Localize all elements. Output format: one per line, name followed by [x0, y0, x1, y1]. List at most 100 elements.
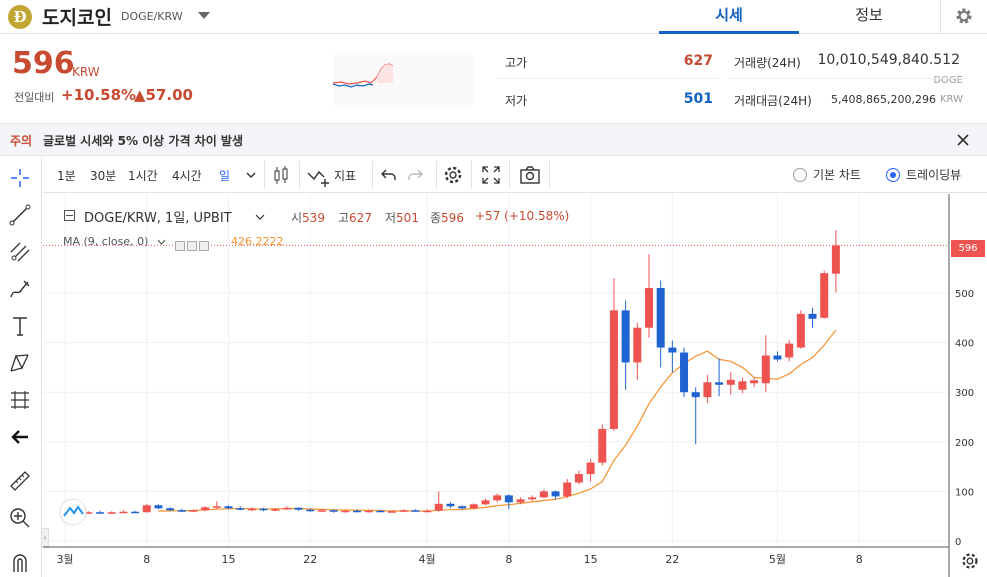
chart-settings-gear-icon[interactable]: [441, 163, 465, 187]
tab-quote[interactable]: 시세: [659, 0, 799, 34]
tab-info[interactable]: 정보: [855, 6, 883, 24]
legend-high-key: 고: [338, 211, 350, 225]
low-value: 501: [683, 91, 713, 107]
candle-body: [785, 343, 794, 358]
basic-chart-radio[interactable]: [793, 168, 807, 182]
timeframe-dropdown-chevron-icon[interactable]: [239, 163, 263, 187]
stat-divider: [728, 78, 968, 79]
timeframe-4h[interactable]: 4시간: [172, 169, 202, 183]
close-icon[interactable]: [953, 130, 973, 150]
candle-body: [831, 245, 840, 274]
candle-body: [247, 508, 256, 511]
header-bar: Đ 도지코인 DOGE/KRW 시세 정보: [0, 0, 987, 34]
candle-body: [493, 495, 502, 501]
notice-tag: 주의: [10, 134, 33, 148]
x-tick-label: 4월: [419, 553, 436, 566]
candle-body: [738, 381, 747, 390]
coin-pair: DOGE/KRW: [121, 10, 183, 23]
candle-body: [399, 510, 408, 512]
candle-body: [481, 500, 490, 505]
timeframe-30m[interactable]: 30분: [90, 169, 117, 183]
amount-value: 5,408,865,200,296: [831, 93, 936, 106]
timeframe-1h[interactable]: 1시간: [128, 169, 158, 183]
tool-ruler[interactable]: [5, 466, 35, 496]
camera-icon[interactable]: [518, 163, 542, 187]
ma-line: [158, 329, 837, 512]
candle-body: [469, 504, 478, 509]
legend-chevron-icon[interactable]: [255, 213, 265, 221]
candle-body: [796, 313, 805, 348]
y-tick-label: 100: [955, 487, 974, 498]
tool-measure[interactable]: [5, 385, 35, 415]
tool-crosshair[interactable]: [5, 163, 35, 193]
chart-toolbar: 1분 30분 1시간 4시간 일 지표 기본 차트 트레이딩뷰: [43, 157, 987, 193]
candle-body: [177, 510, 186, 512]
legend-change: +57 (+10.58%): [475, 209, 570, 223]
y-tick-label: 200: [955, 438, 974, 449]
drawing-toolbar: [0, 157, 42, 577]
candle-body: [423, 510, 432, 513]
ma-chevron-icon[interactable]: [157, 239, 166, 246]
y-tick-label: 400: [955, 339, 974, 350]
tool-brush[interactable]: [5, 274, 35, 304]
candle-body: [154, 505, 163, 509]
legend-close-key: 종: [430, 211, 442, 225]
change-label: 전일대비: [14, 91, 55, 104]
tradingview-radio[interactable]: [886, 168, 900, 182]
tradingview-label[interactable]: 트레이딩뷰: [906, 168, 962, 182]
basic-chart-label[interactable]: 기본 차트: [813, 168, 861, 182]
timeframe-1m[interactable]: 1분: [57, 169, 76, 183]
candle-body: [808, 313, 817, 319]
tool-magnet[interactable]: [5, 547, 35, 577]
timeframe-1d[interactable]: 일: [219, 169, 231, 183]
candle-type-icon[interactable]: [269, 163, 293, 187]
text-icon: [13, 317, 27, 336]
tool-back[interactable]: [5, 422, 35, 452]
high-value: 627: [683, 53, 713, 69]
legend-open-value: 539: [302, 211, 325, 225]
fullscreen-icon[interactable]: [479, 163, 503, 187]
candle-body: [84, 512, 93, 514]
volume-label: 거래량(24H): [734, 56, 801, 70]
crosshair-icon: [11, 169, 29, 187]
ma-indicator-label[interactable]: MA (9, close, 0): [63, 235, 149, 248]
price-panel: 596 KRW 전일대비 +10.58% ▲57.00 고가 627 저가 50…: [0, 35, 987, 123]
candle-body: [516, 499, 525, 503]
legend-collapse-icon[interactable]: [64, 210, 75, 221]
candle-body: [528, 497, 537, 500]
tool-fib[interactable]: [5, 237, 35, 267]
trend-line-icon: [9, 204, 31, 226]
candle-body: [598, 428, 607, 463]
current-price: 596: [12, 46, 75, 81]
tool-text[interactable]: [5, 311, 35, 341]
undo-icon[interactable]: [377, 163, 401, 187]
change-amount: ▲57.00: [134, 86, 193, 104]
toolbar-divider: [299, 161, 300, 189]
candle-body: [236, 508, 245, 510]
settings-button[interactable]: [940, 0, 987, 34]
candle-body: [434, 503, 443, 511]
candle-body: [609, 310, 618, 429]
candle-body: [574, 474, 583, 483]
tool-zoom-in[interactable]: [5, 503, 35, 533]
ma-line-layer: [158, 329, 837, 512]
ma-visibility-icon[interactable]: [175, 241, 185, 251]
axis-settings-gear-icon[interactable]: [959, 550, 981, 572]
legend-symbol-title[interactable]: DOGE/KRW, 1일, UPBIT: [84, 211, 232, 226]
x-tick-label: 22: [665, 553, 679, 566]
magnet-icon: [13, 554, 27, 572]
candlestick-chart[interactable]: 0 100 200 300 400 500 3월 8 15 22 4월 8 15 22 5월 8: [43, 194, 987, 577]
redo-icon[interactable]: [403, 163, 427, 187]
indicator-label[interactable]: 지표: [334, 169, 357, 183]
indicator-icon[interactable]: [306, 163, 330, 187]
candle-body: [645, 288, 653, 328]
chart-grid: [43, 194, 949, 547]
measure-icon: [11, 391, 29, 409]
candle-body: [212, 506, 221, 508]
ma-settings-icon[interactable]: [187, 241, 197, 251]
tool-trend-line[interactable]: [5, 200, 35, 230]
y-tick-label: 500: [955, 289, 974, 300]
ma-remove-icon[interactable]: [199, 241, 209, 251]
pair-dropdown-chevron-icon[interactable]: [198, 12, 210, 19]
tool-pattern[interactable]: [5, 348, 35, 378]
